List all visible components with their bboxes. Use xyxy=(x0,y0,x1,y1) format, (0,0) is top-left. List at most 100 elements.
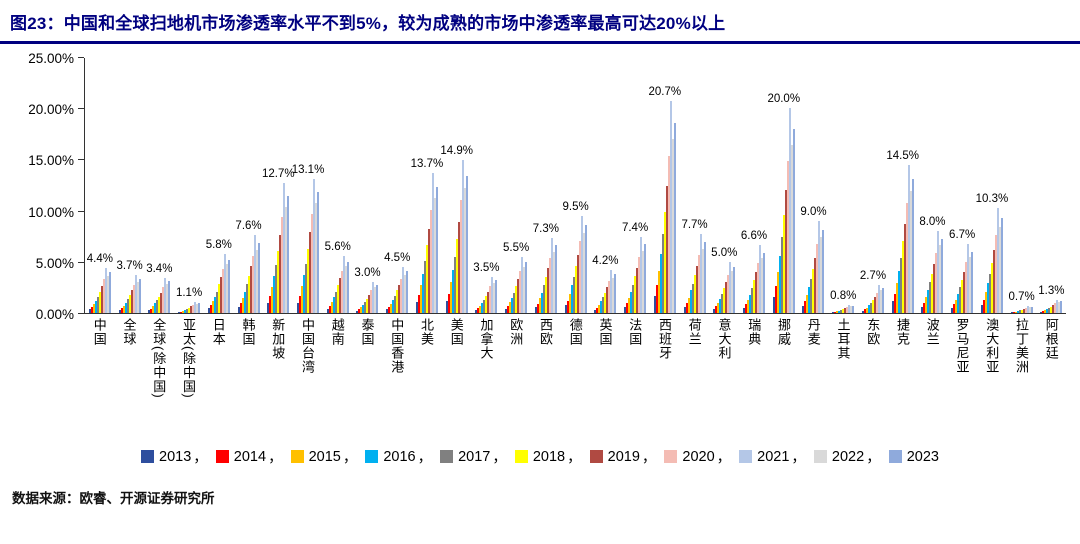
x-axis-label-text: 东欧 xyxy=(865,318,881,346)
bar-2020 xyxy=(667,156,670,313)
bar-2020 xyxy=(192,304,195,313)
y-tick-label: 15.00% xyxy=(28,153,74,169)
bar-2015 xyxy=(152,305,155,313)
bar-2013 xyxy=(653,295,656,313)
bar-2018 xyxy=(455,239,458,313)
bar-2019 xyxy=(963,272,966,313)
x-axis-label: 越南 xyxy=(322,318,352,436)
bar-2013 xyxy=(594,309,597,313)
bar-2023 xyxy=(614,274,617,313)
bar-cluster xyxy=(861,285,884,313)
bar-2015 xyxy=(122,305,125,313)
bar-cluster xyxy=(594,270,617,313)
x-axis-label: 美国 xyxy=(441,318,471,436)
bar-2023 xyxy=(376,285,379,313)
bar-2022 xyxy=(196,303,199,313)
x-axis-label-text: 西班牙 xyxy=(656,318,672,360)
bar-2014 xyxy=(596,307,599,313)
data-label: 7.4% xyxy=(621,222,649,235)
bar-2018 xyxy=(961,280,964,313)
bar-2022 xyxy=(493,283,496,313)
bar-group: 6.7% xyxy=(947,58,977,313)
bar-2017 xyxy=(215,291,218,313)
bar-2014 xyxy=(685,302,688,313)
bar-group: 9.0% xyxy=(799,58,829,313)
bar-2017 xyxy=(1018,309,1021,313)
x-axis-label-text: 全球(除中国) xyxy=(151,318,167,399)
bar-2014 xyxy=(804,300,807,313)
bar-2019 xyxy=(992,249,995,313)
data-label: 13.1% xyxy=(291,163,325,176)
legend-separator: ， xyxy=(866,450,881,466)
bar-2022 xyxy=(404,275,407,313)
bar-2019 xyxy=(190,305,193,313)
bar-2016 xyxy=(808,287,811,313)
bar-2021 xyxy=(877,285,880,313)
bar-2017 xyxy=(186,308,189,313)
bar-2021 xyxy=(907,164,910,313)
bar-2021 xyxy=(788,108,791,313)
bar-2019 xyxy=(1022,308,1025,313)
bar-2013 xyxy=(951,307,954,313)
bar-2013 xyxy=(118,309,121,313)
bar-2017 xyxy=(126,298,129,313)
bar-2019 xyxy=(279,235,282,313)
bar-2023 xyxy=(435,187,438,313)
bar-2021 xyxy=(699,234,702,313)
bar-cluster xyxy=(832,304,855,313)
bar-2018 xyxy=(842,308,845,313)
bar-2017 xyxy=(929,282,932,313)
bar-cluster xyxy=(921,231,944,313)
bar-2021 xyxy=(313,178,315,313)
bar-2015 xyxy=(538,297,541,313)
legend-label: 2018 xyxy=(532,448,566,465)
bar-2023 xyxy=(1030,306,1033,313)
legend-item-2013: 2013 xyxy=(141,449,191,465)
bar-2020 xyxy=(370,290,373,313)
bar-2016 xyxy=(927,290,930,313)
bar-2022 xyxy=(433,198,436,313)
data-label: 14.5% xyxy=(886,149,919,162)
data-label: 12.7% xyxy=(261,167,295,180)
x-axis-label-text: 泰国 xyxy=(359,318,375,346)
data-label: 4.5% xyxy=(384,251,411,264)
bar-2017 xyxy=(988,274,991,313)
x-axis-label-text: 澳大利亚 xyxy=(984,318,1000,374)
bar-2015 xyxy=(92,303,95,313)
bar-2014 xyxy=(477,307,480,313)
bar-2020 xyxy=(905,203,908,313)
bar-2020 xyxy=(1054,302,1057,313)
bar-2023 xyxy=(763,252,766,313)
bar-2018 xyxy=(158,296,161,313)
bar-2021 xyxy=(1026,305,1029,313)
data-label: 5.6% xyxy=(324,240,351,253)
x-axis-label-text: 新加坡 xyxy=(270,318,286,360)
legend-swatch xyxy=(739,450,753,463)
bar-2017 xyxy=(959,287,962,313)
y-tick-mark xyxy=(78,57,84,58)
bar-2014 xyxy=(982,299,985,313)
bar-group: 14.5% xyxy=(886,58,919,313)
bar-2016 xyxy=(540,292,543,313)
legend-swatch xyxy=(664,450,678,463)
bar-2016 xyxy=(124,302,127,313)
bar-group: 5.8% xyxy=(204,58,234,313)
x-axis-label: 日本 xyxy=(203,318,233,436)
bar-2021 xyxy=(372,282,375,313)
bar-2018 xyxy=(753,280,756,313)
bar-2013 xyxy=(356,310,359,313)
bar-cluster xyxy=(148,278,171,313)
bar-2021 xyxy=(253,235,256,313)
legend: 2013， 2014， 2015， 2016， 2017， 2018， 2019， 2020，… xyxy=(0,446,1080,467)
bar-2021 xyxy=(1056,299,1059,313)
y-tick-label: 10.00% xyxy=(28,204,74,220)
bar-cluster xyxy=(713,261,736,313)
bar-2013 xyxy=(297,302,299,313)
x-axis-label: 瑞典 xyxy=(739,318,769,436)
bar-2018 xyxy=(307,248,309,313)
bar-cluster xyxy=(534,238,557,313)
bar-2021 xyxy=(640,237,643,313)
legend-item-2017: 2017 xyxy=(440,449,490,465)
bar-2022 xyxy=(523,266,526,313)
x-axis-label-text: 中国香港 xyxy=(389,318,405,374)
